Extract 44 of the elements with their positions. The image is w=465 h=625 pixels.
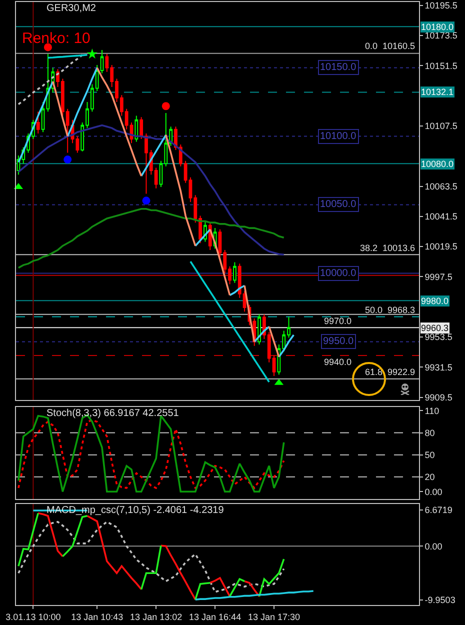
chart-title: MACD_mp_csc(7,10,5) -2.4061 -4.2319	[46, 505, 224, 516]
y-tick-label: 0.00	[424, 486, 442, 497]
y-tick-label: 9997.5	[424, 272, 452, 282]
annotation: 50.0 9968.3	[365, 305, 416, 315]
y-tick-label: 10151.5	[424, 60, 458, 71]
annotation: 0.0 10160.5	[365, 41, 416, 51]
annotation: 38.2 10013.6	[360, 243, 416, 253]
y-tick-label: 20	[424, 472, 435, 482]
y-tick-label: -9.9503	[424, 595, 456, 606]
y-tick-label: 10107.5	[424, 121, 458, 132]
x-tick-label: 13 Jan 10:43	[71, 612, 124, 622]
y-tick-label: 6.6719	[424, 505, 452, 516]
ref-line-label: 10180.0	[421, 22, 454, 32]
y-tick-label: 10195.5	[424, 0, 458, 11]
y-tick-label: 10173.5	[424, 30, 458, 41]
ref-line-label: 10080.0	[421, 159, 454, 169]
y-tick-label: 9931.5	[424, 362, 452, 372]
chart-title: Stoch(8,3,3) 66.9167 42.2551	[46, 408, 180, 419]
y-tick-label: 50	[424, 450, 435, 460]
x-tick-label: 3.01.13 10:00	[6, 612, 61, 622]
y-tick-label: 10041.5	[424, 212, 458, 222]
x-tick-label: 13 Jan 13:02	[130, 612, 182, 622]
y-tick-label: 110	[424, 406, 440, 416]
annotation: 10050.0	[320, 199, 357, 210]
annotation: 10100.0	[320, 131, 357, 142]
annotation: 10150.0	[320, 62, 357, 73]
y-tick-label: 9909.5	[424, 392, 452, 402]
annotation: 10000.0	[320, 268, 357, 279]
ref-line-label: 9980.0	[421, 296, 449, 306]
x-tick-label: 13 Jan 16:44	[189, 612, 242, 622]
ref-line-label: 9960.3	[421, 323, 449, 333]
y-tick-label: 0.00	[424, 541, 442, 552]
ref-line-label: 10132.1	[421, 87, 454, 97]
annotation: Renko: 10	[22, 30, 90, 47]
chart-title: GER30,M2	[46, 3, 96, 14]
annotation: 9940.0	[324, 357, 352, 367]
y-tick-label: 9953.5	[424, 332, 452, 342]
annotation: 9970.0	[324, 316, 352, 326]
x-tick-label: 13 Jan 17:30	[248, 612, 300, 622]
y-tick-label: 10063.5	[424, 181, 458, 192]
annotation: 61.8 9922.9	[365, 367, 416, 377]
y-tick-label: 10019.5	[424, 242, 458, 252]
annotation: 9950.0	[323, 336, 354, 347]
y-tick-label: 80	[424, 428, 435, 438]
